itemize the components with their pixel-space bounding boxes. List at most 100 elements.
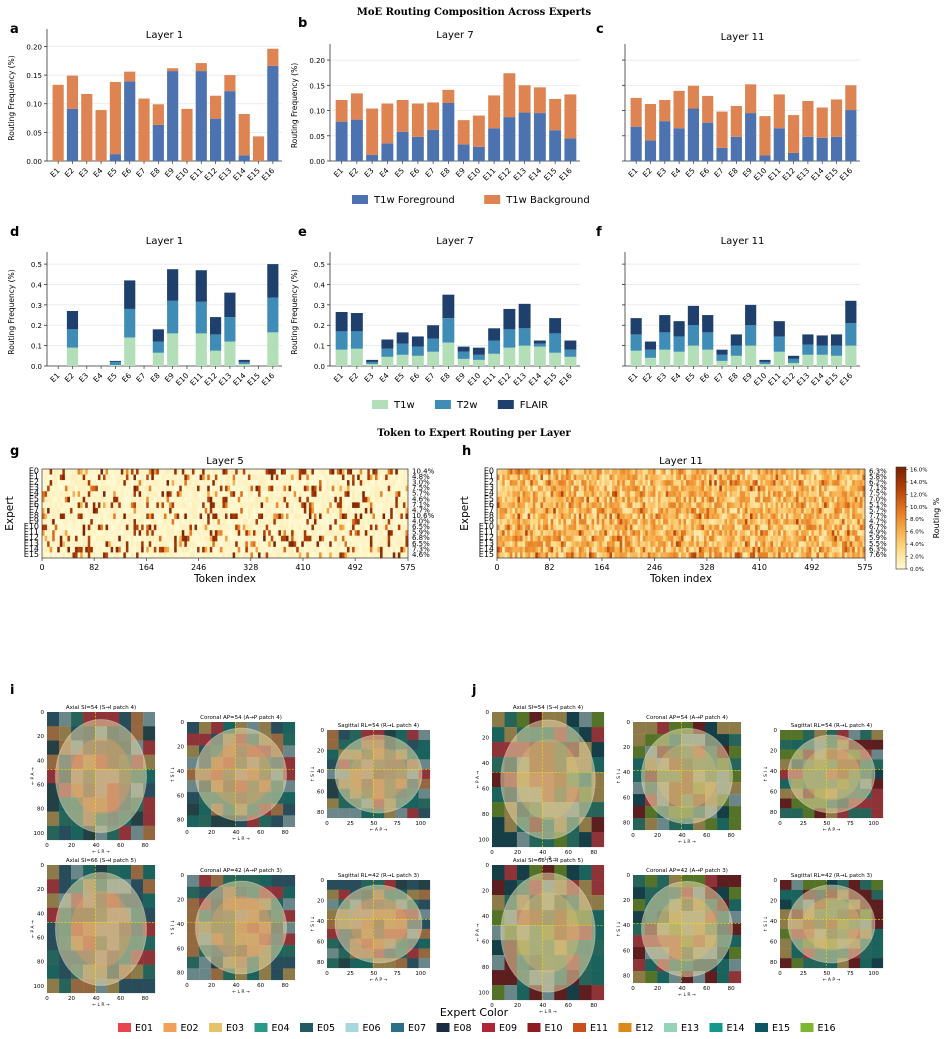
heatmap-cell	[232, 474, 236, 481]
heatmap-cell	[778, 513, 781, 520]
heatmap-cell	[260, 507, 264, 514]
heatmap-cell	[558, 541, 562, 548]
heatmap-cell	[54, 513, 58, 520]
heatmap-cell	[341, 546, 345, 553]
heatmap-cell	[339, 552, 343, 559]
heatmap-cell	[606, 502, 610, 509]
heatmap-cell	[57, 507, 61, 514]
heatmap-cell	[301, 485, 305, 492]
heatmap-cell	[115, 546, 119, 553]
heatmap-cell	[296, 541, 300, 548]
heatmap-cell	[576, 496, 580, 503]
heatmap-cell	[288, 502, 292, 509]
bar-t2w-E11	[488, 340, 501, 354]
heatmap-cell	[275, 491, 279, 498]
heatmap-cell	[819, 485, 822, 492]
heatmap-cell	[247, 519, 251, 525]
heatmap-cell	[604, 474, 608, 481]
heatmap-cell	[186, 507, 190, 514]
y-tick-label: 0.00	[309, 158, 325, 166]
heatmap-cell	[604, 496, 608, 503]
heatmap-cell	[255, 552, 259, 559]
heatmap-cell	[369, 485, 373, 492]
heatmap-cell	[329, 507, 333, 514]
heatmap-cell	[635, 502, 638, 509]
heatmap-cell	[382, 491, 386, 498]
heatmap-cell	[324, 546, 327, 553]
heatmap-cell	[517, 496, 521, 503]
heatmap-cell	[87, 530, 91, 536]
heatmap-cell	[250, 524, 254, 531]
heatmap-cell	[581, 530, 585, 536]
heatmap-row-label: E7	[29, 505, 39, 514]
heatmap-cell	[693, 491, 697, 498]
heatmap-cell	[148, 507, 152, 514]
heatmap-cell	[573, 502, 577, 509]
heatmap-cell	[184, 519, 188, 525]
heatmap-cell	[130, 469, 134, 475]
heatmap-cell	[632, 530, 636, 536]
heatmap-cell	[614, 480, 618, 486]
heatmap-cell	[573, 530, 577, 536]
heatmap-cell	[331, 530, 335, 536]
heatmap-cell	[683, 469, 687, 475]
heatmap-cell	[540, 519, 544, 525]
heatmap-cell	[303, 491, 307, 498]
heatmap-cell	[704, 469, 707, 475]
heatmap-cell	[619, 502, 623, 509]
heatmap-cell	[821, 530, 825, 536]
bar-t2w-E7	[427, 338, 440, 352]
heatmap-cell	[212, 491, 216, 498]
heatmap-cell	[635, 524, 638, 531]
heatmap-cell	[209, 496, 213, 503]
heatmap-cell	[400, 507, 404, 514]
heatmap-cell	[123, 519, 127, 525]
heatmap-cell	[673, 507, 677, 514]
heatmap-cell	[293, 552, 297, 559]
heatmap-cell	[235, 541, 239, 548]
chart-title-e: Layer 7	[436, 236, 473, 247]
heatmap-cell	[308, 480, 312, 486]
heatmap-cell	[57, 491, 61, 498]
heatmap-cell	[245, 491, 249, 498]
heatmap-cell	[57, 524, 61, 531]
heatmap-cell	[362, 496, 366, 503]
x-tick-label: E8	[727, 371, 740, 384]
heatmap-cell	[502, 469, 505, 475]
heatmap-cell	[652, 502, 656, 509]
heatmap-cell	[235, 474, 239, 481]
heatmap-cell	[227, 530, 231, 536]
heatmap-cell	[100, 535, 104, 542]
heatmap-cell	[635, 480, 638, 486]
heatmap-cell	[606, 474, 610, 481]
heatmap-cell	[214, 474, 218, 481]
heatmap-cell	[250, 552, 254, 559]
heatmap-cell	[359, 513, 363, 520]
heatmap-cell	[225, 474, 228, 481]
bar-t1w-foreground-E7	[716, 147, 728, 161]
heatmap-cell	[709, 474, 712, 481]
bar-flair-E5	[687, 305, 699, 326]
heatmap-cell	[826, 507, 830, 514]
heatmap-cell	[357, 513, 361, 520]
heatmap-cell	[589, 485, 592, 492]
heatmap-cell	[181, 485, 185, 492]
heatmap-cell	[334, 507, 338, 514]
heatmap-cell	[512, 485, 516, 492]
heatmap-cell	[681, 530, 684, 536]
heatmap-cell	[143, 480, 147, 486]
heatmap-cell	[819, 491, 822, 498]
y-tick-label: 0.15	[309, 82, 325, 90]
heatmap-cell	[130, 507, 134, 514]
heatmap-cell	[191, 491, 195, 498]
heatmap-cell	[115, 491, 119, 498]
bar-t2w-E4	[673, 336, 685, 352]
heatmap-cell	[232, 546, 236, 553]
heatmap-cell	[801, 474, 804, 481]
heatmap-cell	[298, 524, 302, 531]
heatmap-cell	[773, 513, 776, 520]
heatmap-cell	[609, 469, 613, 475]
heatmap-cell	[334, 519, 338, 525]
heatmap-cell	[727, 474, 730, 481]
heatmap-cell	[184, 541, 188, 548]
